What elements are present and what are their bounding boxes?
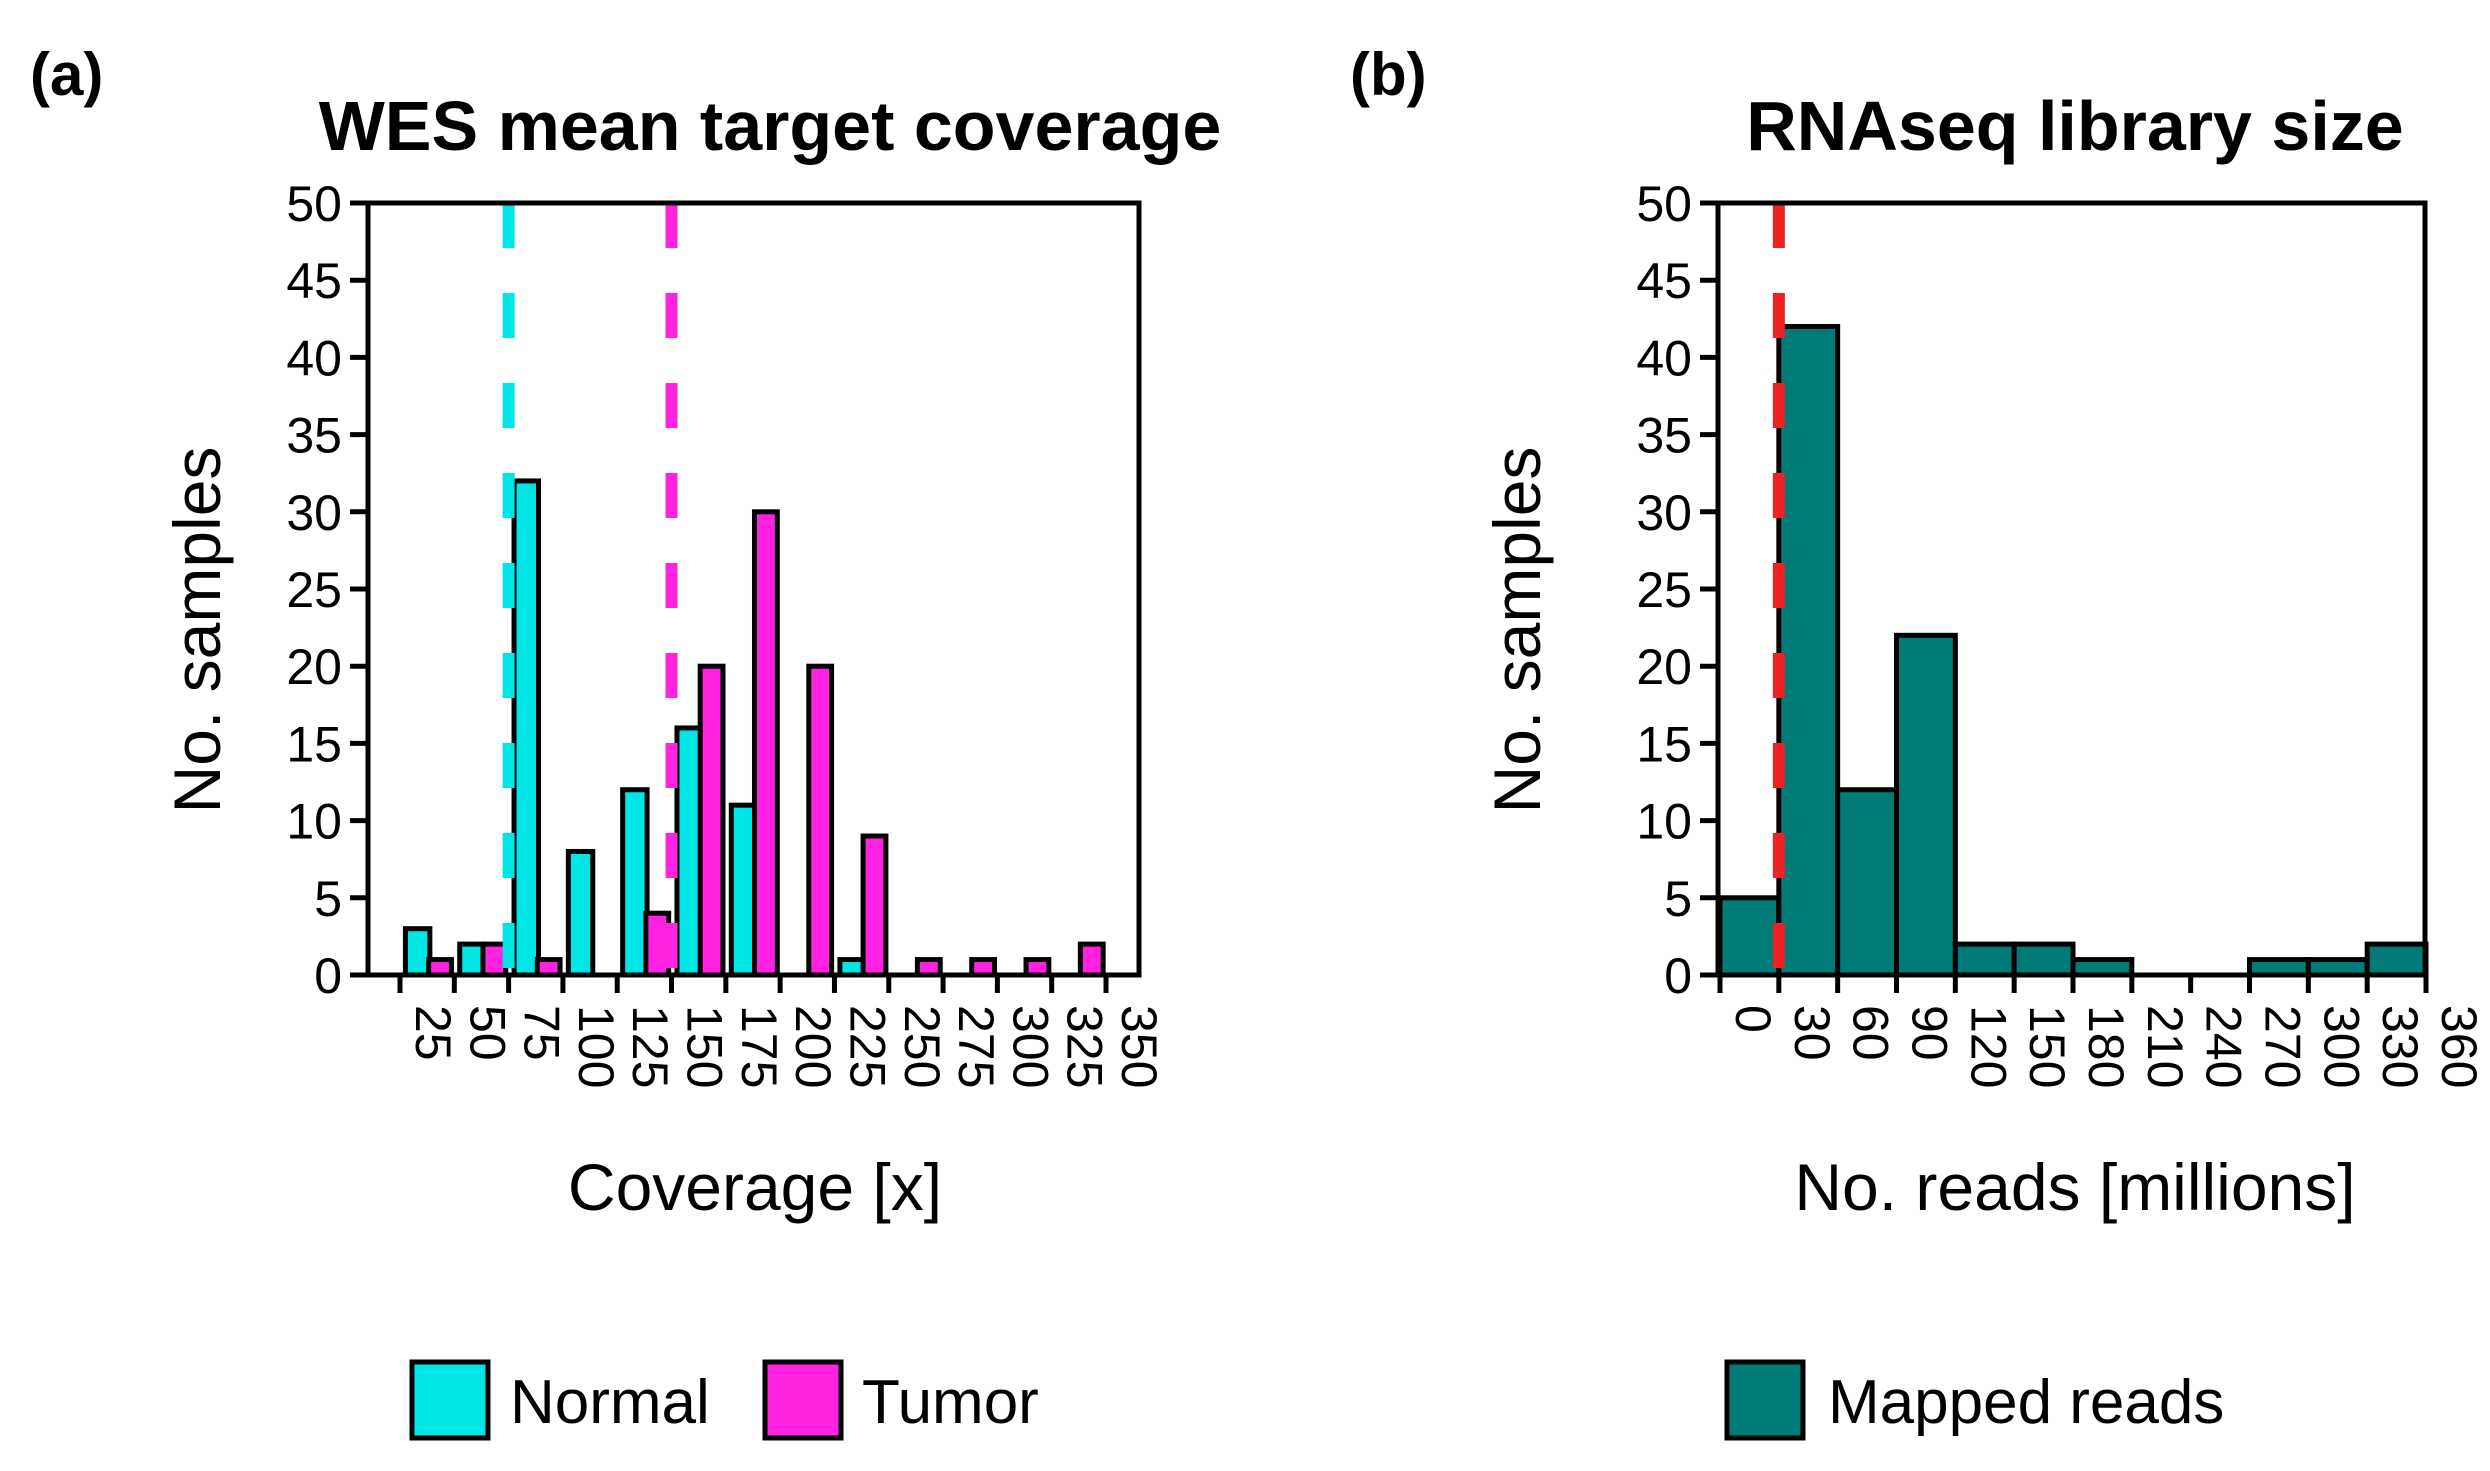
bar-mapped-reads: [1952, 941, 2017, 978]
x-tick-label: 30: [1784, 1005, 1840, 1061]
y-tick-label: 5: [1664, 871, 1692, 927]
y-tick-label: 40: [286, 330, 342, 386]
x-axis-label-b: No. reads [millions]: [1794, 1150, 2355, 1224]
x-tick-label: 150: [677, 1005, 733, 1088]
chart-title-a: WES mean target coverage: [319, 87, 1222, 165]
y-tick-label: 15: [1636, 716, 1692, 772]
bar-tumor: [480, 941, 509, 978]
x-tick-label: 330: [2372, 1005, 2428, 1088]
legend-label-normal: Normal: [510, 1368, 710, 1437]
bar-tumor: [860, 833, 889, 978]
bar-normal: [402, 926, 433, 978]
legend-a: Normal Tumor: [409, 1359, 1039, 1441]
x-tick-label: 125: [622, 1005, 678, 1088]
y-tick-label: 0: [314, 948, 342, 1004]
y-tick-label: 40: [1636, 330, 1692, 386]
bar-tumor: [1077, 941, 1106, 978]
x-tick-label: 360: [2431, 1005, 2487, 1088]
x-tick-label: 90: [1902, 1005, 1958, 1061]
legend-b: Mapped reads: [1724, 1359, 2224, 1441]
y-tick-label: 0: [1664, 948, 1692, 1004]
bar-mapped-reads: [2364, 941, 2429, 978]
x-tick-label: 300: [1002, 1005, 1058, 1088]
bar-tumor: [751, 509, 780, 978]
x-tick-label: 250: [894, 1005, 950, 1088]
plot-frame: [365, 200, 1142, 978]
y-tick-label: 50: [286, 176, 342, 232]
y-tick-label: 25: [1636, 562, 1692, 618]
x-tick-label: 120: [1960, 1005, 2016, 1088]
x-tick-label: 200: [785, 1005, 841, 1088]
bar-tumor: [806, 663, 835, 978]
y-tick-label: 5: [314, 871, 342, 927]
x-tick-label: 240: [2196, 1005, 2252, 1088]
y-tick-label: 25: [286, 562, 342, 618]
x-tick-label: 60: [1843, 1005, 1899, 1061]
y-axis-label-a: No. samples: [160, 447, 234, 814]
panel-label-a: (a): [30, 41, 103, 108]
y-tick-label: 15: [286, 716, 342, 772]
plot-frame: [1715, 200, 2428, 978]
x-tick-label: 0: [1725, 1005, 1781, 1033]
x-axis-label-a: Coverage [x]: [568, 1150, 942, 1224]
chart-title-b: RNAseq library size: [1746, 87, 2403, 165]
y-tick-label: 45: [286, 253, 342, 309]
y-tick-label: 30: [286, 485, 342, 541]
x-tick-label: 300: [2313, 1005, 2369, 1088]
y-tick-label: 20: [286, 639, 342, 695]
x-tick-label: 270: [2255, 1005, 2311, 1088]
bar-mapped-reads: [1894, 632, 1958, 978]
x-tick-label: 25: [405, 1005, 461, 1061]
bar-mapped-reads: [1776, 324, 1841, 978]
bar-tumor: [697, 663, 726, 978]
panel-label-b: (b): [1350, 41, 1427, 108]
x-tick-label: 175: [731, 1005, 787, 1088]
bar-normal: [511, 478, 541, 978]
y-axis-label-b: No. samples: [1480, 447, 1554, 814]
x-tick-label: 210: [2137, 1005, 2193, 1088]
x-tick-label: 350: [1111, 1005, 1167, 1088]
x-tick-label: 325: [1057, 1005, 1113, 1088]
panel-a-chart: (a) WES mean target coverage Coverage [x…: [30, 41, 1221, 1224]
bar-normal: [565, 848, 596, 978]
bar-tumor: [643, 910, 672, 978]
y-tick-label: 20: [1636, 639, 1692, 695]
y-tick-label: 35: [286, 408, 342, 464]
y-tick-label: 10: [286, 794, 342, 850]
y-tick-label: 45: [1636, 253, 1692, 309]
legend-label-mapped-reads: Mapped reads: [1828, 1368, 2224, 1437]
x-tick-label: 180: [2078, 1005, 2134, 1088]
x-tick-label: 50: [459, 1005, 515, 1061]
x-tick-label: 275: [948, 1005, 1004, 1088]
x-tick-label: 225: [839, 1005, 895, 1088]
panel-b-chart: (b) RNAseq library size No. reads [milli…: [1350, 41, 2487, 1224]
x-tick-label: 75: [514, 1005, 570, 1061]
y-tick-label: 30: [1636, 485, 1692, 541]
legend-swatch-tumor: [762, 1359, 844, 1441]
legend-label-tumor: Tumor: [862, 1368, 1039, 1437]
legend-swatch-mapped-reads: [1724, 1359, 1806, 1441]
legend-swatch-normal: [409, 1359, 491, 1441]
y-tick-label: 10: [1636, 794, 1692, 850]
x-tick-label: 150: [2019, 1005, 2075, 1088]
bar-mapped-reads: [1835, 787, 1899, 978]
y-tick-label: 50: [1636, 176, 1692, 232]
bar-mapped-reads: [2011, 941, 2076, 978]
y-tick-label: 35: [1636, 408, 1692, 464]
bar-mapped-reads: [1717, 895, 1782, 978]
x-tick-label: 100: [568, 1005, 624, 1088]
